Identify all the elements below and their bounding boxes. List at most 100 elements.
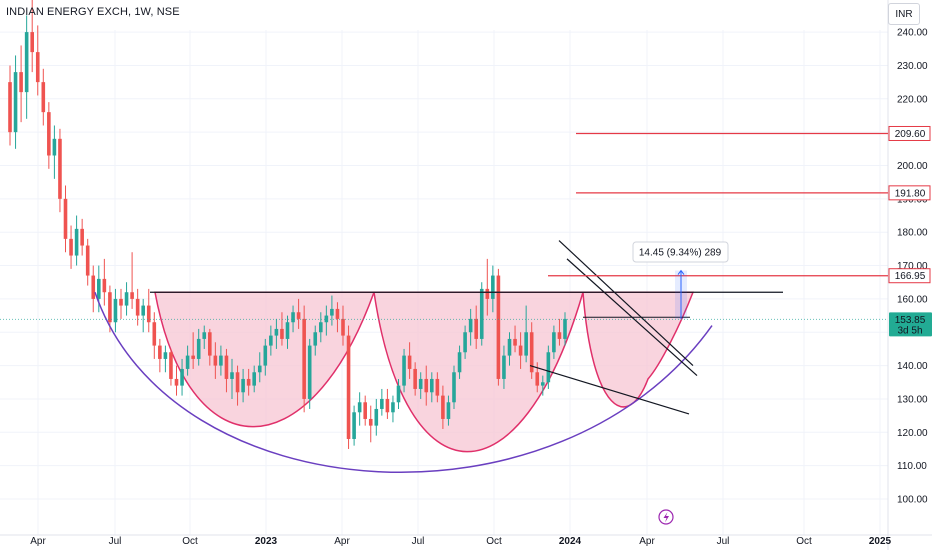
candle-body	[374, 408, 379, 426]
trendline-middle	[566, 258, 698, 377]
candle-body	[363, 402, 367, 419]
candle-body	[341, 318, 345, 336]
candle-body	[47, 112, 51, 156]
candle-body	[119, 298, 123, 306]
candle-body	[346, 335, 351, 439]
candle-body	[541, 382, 545, 386]
rounding-bottom-curve	[94, 291, 713, 474]
candle-body	[202, 332, 207, 339]
candle-body	[113, 298, 118, 323]
candle-body	[335, 308, 340, 319]
candles	[8, 0, 567, 449]
candle-body	[391, 402, 395, 413]
time-tick-label: 2023	[255, 536, 278, 547]
candle-body	[41, 82, 46, 113]
candle-body	[246, 378, 251, 386]
price-level-label: 191.80	[895, 188, 926, 199]
measure-label: 14.45 (9.34%) 289	[639, 248, 722, 259]
candle-body	[291, 312, 295, 323]
candle-body	[13, 72, 18, 133]
candle-body	[302, 318, 306, 399]
candle-body	[457, 352, 462, 373]
candle-body	[91, 275, 96, 299]
time-axis: Apr Jul Oct 2023 Apr Jul Oct 2024 Apr Jul Oct 2025	[30, 536, 891, 547]
candle-body	[196, 338, 201, 359]
candle-body	[441, 395, 445, 419]
candle-body	[468, 318, 473, 333]
price-tick-label: 180.00	[897, 228, 928, 239]
candle-body	[385, 398, 390, 413]
lightning-icon[interactable]	[658, 509, 674, 525]
candle-body	[135, 298, 140, 316]
candle-body	[30, 32, 34, 53]
price-tick-label: 170.00	[897, 261, 928, 272]
price-level-badge	[888, 268, 931, 284]
candle-body	[446, 402, 451, 419]
candle-body	[174, 378, 179, 386]
price-tick-label: 220.00	[897, 94, 928, 105]
candle-body	[130, 292, 134, 299]
candle-body	[529, 332, 534, 373]
candle-body	[418, 378, 423, 389]
candle-body	[35, 52, 40, 83]
candle-body	[524, 332, 528, 356]
candle-body	[263, 345, 268, 366]
candle-body	[102, 278, 107, 293]
candle-body	[435, 378, 440, 396]
price-tick-label: 140.00	[897, 361, 928, 372]
candle-body	[413, 368, 417, 389]
candle-body	[19, 72, 23, 93]
time-tick-label: 2025	[869, 536, 892, 547]
candle-body	[124, 292, 129, 306]
candle-body	[8, 82, 12, 133]
candle-body	[97, 278, 101, 299]
symbol-title: INDIAN ENERGY EXCH, 1W, NSE	[6, 6, 180, 18]
candle-body	[274, 328, 279, 336]
candle-body	[452, 372, 456, 403]
overlay-drawings: 14.45 (9.34%) 289	[0, 132, 888, 525]
price-level-label: 209.60	[895, 129, 926, 140]
trendline-lower	[529, 365, 690, 415]
candle-body	[479, 288, 484, 339]
time-tick-label: Jul	[109, 536, 122, 547]
candle-body	[152, 322, 157, 346]
candle-body	[191, 355, 195, 359]
candle-body	[535, 372, 540, 386]
candle-body	[52, 138, 57, 156]
time-tick-label: Jul	[717, 536, 730, 547]
time-tick-label: Apr	[639, 536, 655, 547]
countdown-label: 3d 5h	[897, 325, 922, 336]
candle-body	[313, 332, 318, 346]
candle-body	[74, 228, 79, 256]
candle-body	[402, 355, 406, 386]
last-price-label: 153.85	[895, 315, 926, 326]
candle-body	[557, 332, 562, 339]
candle-body	[163, 352, 168, 359]
candle-body	[63, 198, 68, 239]
time-tick-label: 2024	[559, 536, 582, 547]
measure-tooltip	[632, 241, 729, 263]
candle-body	[485, 288, 490, 299]
candle-body	[252, 372, 256, 386]
time-tick-label: Oct	[486, 536, 502, 547]
candle-body	[285, 322, 290, 339]
candle-body	[513, 338, 517, 346]
price-tick-label: 240.00	[897, 28, 928, 39]
right-cup-shape	[373, 291, 585, 453]
time-tick-label: Apr	[30, 536, 46, 547]
candle-body	[69, 238, 73, 256]
price-axis: 100.00110.00120.00130.00140.00150.00160.…	[888, 28, 932, 506]
price-tick-label: 160.00	[897, 294, 928, 305]
candle-body	[552, 332, 556, 353]
time-tick-label: Jul	[412, 536, 425, 547]
candle-body	[368, 418, 373, 426]
candle-body	[257, 365, 262, 373]
price-level-badge	[888, 185, 931, 201]
currency-button[interactable]: INR	[888, 3, 920, 25]
candle-body	[319, 322, 323, 333]
candle-body	[324, 315, 329, 323]
candle-body	[146, 305, 151, 323]
candle-body	[85, 245, 90, 276]
candle-body	[235, 372, 240, 393]
